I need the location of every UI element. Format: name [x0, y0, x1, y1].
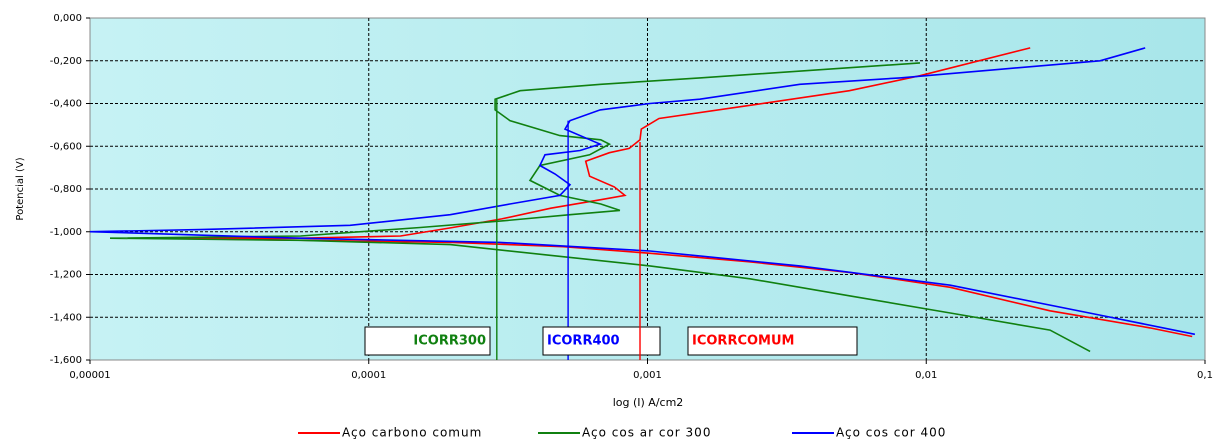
legend: Aço carbono comum Aço cos ar cor 300 Aço c… [298, 426, 946, 440]
series-line [146, 47, 1193, 338]
x-tick-label: 0,0001 [351, 370, 386, 381]
y-tick-label: -0,400 [50, 99, 82, 110]
x-tick-label: 0,1 [1197, 370, 1213, 381]
y-axis-label: Potencial (V) [15, 157, 26, 220]
legend-label: Aço cos ar cor 300 [582, 426, 711, 440]
markers: ICORR300 ICORR400 ICORRCOMUM [364, 99, 858, 360]
icorr-label: ICORR400 [547, 334, 620, 349]
x-tick-label: 0,00001 [69, 370, 110, 381]
icorr-label: ICORRCOMUM [692, 334, 794, 349]
y-tick-label: -1,200 [50, 270, 82, 281]
series-line [90, 47, 1196, 336]
y-tick-label: -0,800 [50, 184, 82, 195]
x-tick-label: 0,01 [915, 370, 937, 381]
y-tick-label: -1,600 [50, 355, 82, 366]
grid: 0,000 -0,200 -0,400 -0,600 -0,800 -1,000 -1,20… [50, 13, 1213, 381]
icorr-box [687, 326, 858, 356]
icorr-box [364, 326, 491, 356]
y-tick-label: -1,000 [50, 227, 82, 238]
y-tick-label: 0,000 [53, 13, 82, 24]
series-lines [90, 47, 1196, 353]
legend-label: Aço carbono comum [342, 426, 482, 440]
y-tick-label: -0,600 [50, 141, 82, 152]
y-tick-label: -0,200 [50, 56, 82, 67]
series-line [109, 62, 1091, 353]
x-axis-label: log (I) A/cm2 [613, 396, 684, 409]
icorr-label: ICORR300 [413, 334, 486, 349]
legend-label: Aço cos cor 400 [836, 426, 946, 440]
y-tick-label: -1,400 [50, 312, 82, 323]
x-tick-label: 0,001 [633, 370, 662, 381]
